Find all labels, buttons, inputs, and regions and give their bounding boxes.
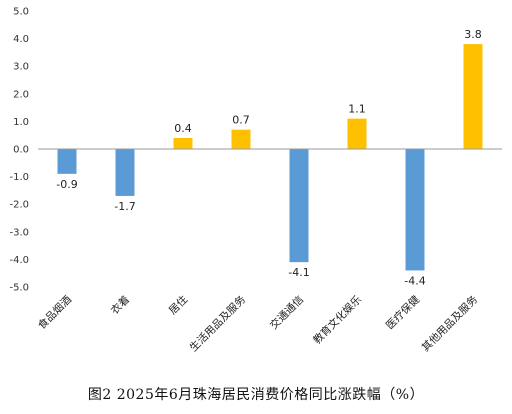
category-label: 生活用品及服务 [187, 293, 249, 355]
y-tick-label: 0.0 [13, 145, 29, 156]
data-label: 3.8 [464, 28, 482, 41]
data-label: -1.7 [114, 200, 135, 213]
bar [405, 149, 425, 271]
data-label: 1.1 [348, 103, 366, 116]
bar [289, 149, 309, 263]
y-tick-label: -3.0 [9, 227, 29, 238]
y-tick-label: -4.0 [9, 255, 29, 266]
bar [231, 129, 251, 149]
data-label: 0.4 [174, 122, 192, 135]
data-label: -4.1 [288, 266, 309, 279]
y-tick-label: -5.0 [9, 283, 29, 294]
chart-caption: 图2 2025年6月珠海居民消费价格同比涨跌幅（%） [87, 387, 425, 403]
category-label: 居住 [166, 293, 190, 317]
y-tick-label: 4.0 [13, 34, 29, 45]
y-tick-label: -1.0 [9, 172, 29, 183]
data-labels: -0.9 -1.7 0.4 0.7 -4.1 1.1 -4.4 3.8 [56, 28, 481, 287]
y-tick-label: 3.0 [13, 62, 29, 73]
data-label: 0.7 [232, 114, 250, 127]
y-tick-label: 2.0 [13, 89, 29, 100]
y-tick-label: 1.0 [13, 117, 29, 128]
bar [463, 44, 483, 150]
y-axis-ticks: 5.0 4.0 3.0 2.0 1.0 0.0 -1.0 -2.0 -3.0 -4.0 -5.0 [9, 7, 29, 294]
category-label: 交通通信 [267, 293, 306, 332]
data-label: -4.4 [404, 274, 425, 287]
category-label: 食品烟酒 [35, 293, 74, 332]
bar [115, 149, 135, 196]
bar [347, 118, 367, 149]
bar [173, 137, 193, 149]
category-label: 衣着 [108, 293, 132, 317]
bars [57, 44, 483, 271]
data-label: -0.9 [56, 178, 77, 191]
category-label: 医疗保健 [383, 293, 422, 332]
bar-chart: 5.0 4.0 3.0 2.0 1.0 0.0 -1.0 -2.0 -3.0 -4.0 -5.0 -… [9, 7, 502, 355]
y-tick-label: -2.0 [9, 200, 29, 211]
y-tick-label: 5.0 [13, 7, 29, 18]
bar [57, 149, 77, 174]
category-label: 其他用品及服务 [419, 293, 481, 355]
category-label: 教育文化娱乐 [310, 293, 364, 347]
